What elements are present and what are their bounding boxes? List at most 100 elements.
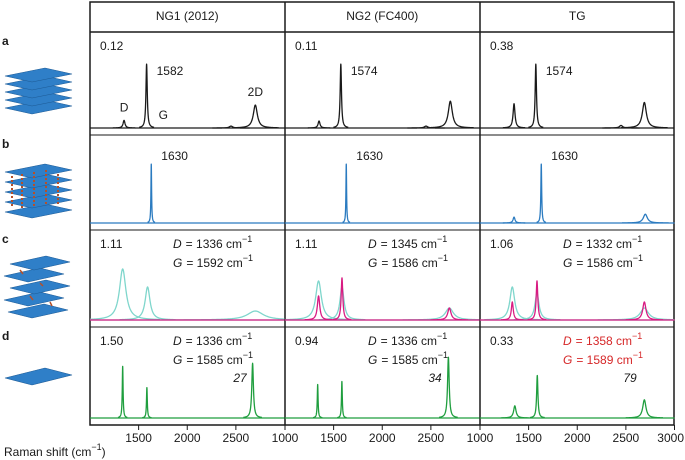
peak-assignment: G = 1592 cm−1 [173,253,253,270]
value: = 1345 cm [381,237,437,251]
symbol: D [173,237,182,251]
peak-name: D [120,101,129,115]
label-end: ) [102,445,106,459]
intensity-ratio: 0.94 [295,334,319,348]
intensity-label: 79 [623,371,637,385]
intensity-label: 34 [428,371,442,385]
peak-assignment: D = 1332 cm−1 [563,234,642,251]
x-tick-label: 2000 [369,431,396,445]
unit-exponent: −1 [243,350,253,360]
row-label: a [2,34,9,48]
peak [285,280,352,321]
value: = 1336 cm [186,237,242,251]
row-label: d [2,329,9,343]
symbol: D [563,334,572,348]
row-label: c [2,232,9,246]
unit-exponent: −1 [438,350,448,360]
intensity-ratio: 1.11 [100,237,123,251]
unit-exponent: −1 [438,253,448,263]
peak [430,307,469,321]
row-label: b [2,137,9,151]
x-tick-label: 1500 [125,431,152,445]
peak-label: 1574 [351,64,378,78]
peak [141,386,153,419]
x-tick-label: 3000 [657,431,684,445]
intensity-ratio: 1.50 [100,334,124,348]
icon-a [4,67,73,115]
peak [117,365,128,419]
peak-label: 1574 [546,64,573,78]
layer-icons [3,67,73,386]
value: = 1586 cm [381,256,437,270]
peak [304,295,334,321]
peak-label: 1630 [551,149,578,163]
peak [502,216,526,224]
icon-d [4,367,73,386]
peak-label: 1582 [157,64,184,78]
unit-exponent: −1 [437,331,447,341]
symbol: G [368,353,377,367]
symbol: G [563,256,572,270]
peak [341,163,351,224]
x-tick-label: 2500 [418,431,445,445]
icon-c [3,255,71,319]
column-title: NG2 (FC400) [346,9,418,23]
x-tick-label: 2000 [564,431,591,445]
peak [211,125,251,129]
peak [332,277,352,321]
intensity-label: 27 [232,371,248,385]
peak [336,380,348,419]
peak [307,120,331,129]
x-tick-label: 2000 [174,431,201,445]
peak [406,125,446,129]
peak [625,301,664,321]
peak [597,307,675,321]
symbol: D [563,237,572,251]
symbol: D [368,334,377,348]
x-tick-label: 2500 [613,431,640,445]
peak [426,100,475,129]
peak-assignment: G = 1586 cm−1 [368,253,448,270]
value: = 1585 cm [381,353,437,367]
intensity-ratio: 1.06 [490,237,514,251]
x-tick-label: 1000 [272,431,299,445]
peak-assignment: G = 1585 cm−1 [173,350,253,367]
x-tick-label: 1500 [515,431,542,445]
peak [112,119,136,129]
peak-assignment: G = 1589 cm−1 [563,350,643,367]
intensity-ratio: 1.11 [295,237,318,251]
peak [625,399,664,419]
unit-exponent: −1 [242,331,252,341]
x-tick-label: 1000 [467,431,494,445]
peak [318,286,366,321]
value: = 1336 cm [381,334,437,348]
symbol: G [173,256,182,270]
unit-exponent: −1 [243,253,253,263]
peak [231,104,280,129]
peak [138,63,155,128]
peak [529,374,546,419]
peak [601,124,641,129]
value: = 1332 cm [576,237,632,251]
value: = 1585 cm [186,353,242,367]
peak-label: 1630 [356,149,383,163]
value: = 1586 cm [576,256,632,270]
peak-label: 1630 [161,149,188,163]
peak [502,103,526,129]
intensity-ratio: 0.11 [295,39,318,53]
value: = 1336 cm [186,334,242,348]
unit-exponent: −1 [632,234,642,244]
column-title: NG1 (2012) [156,9,219,23]
peak [146,163,156,224]
peak [89,268,161,321]
peak [402,307,480,321]
peak-assignment: G = 1585 cm−1 [368,350,448,367]
column-title: TG [569,9,586,23]
value: = 1589 cm [576,353,632,367]
peak-assignment: D = 1345 cm−1 [368,234,447,251]
peak [242,362,263,419]
peak-name: G [159,108,168,122]
icon-b [4,163,73,219]
intensity-ratio: 0.38 [490,39,514,53]
